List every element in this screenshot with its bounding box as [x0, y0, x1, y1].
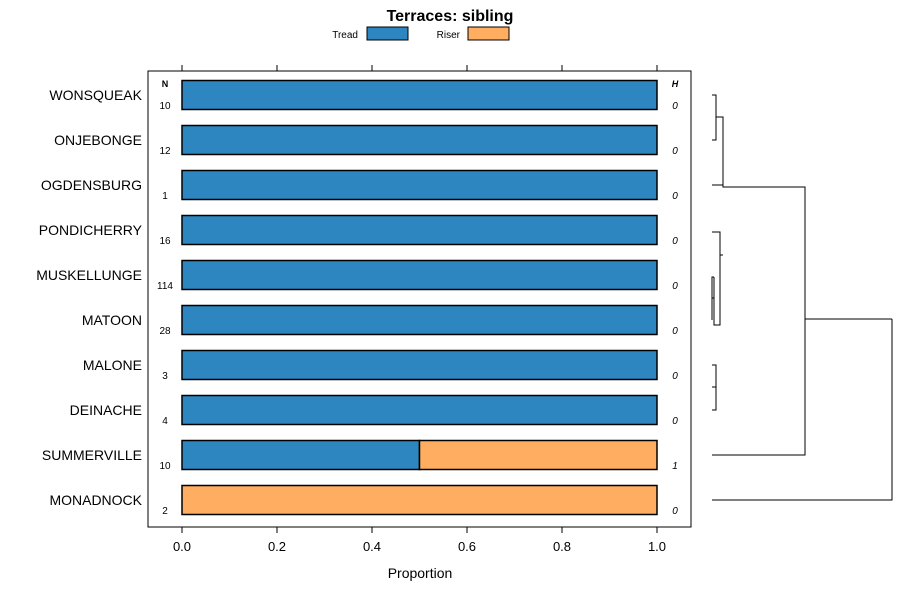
n-value: 28: [159, 326, 171, 337]
plot-frame: [147, 70, 692, 528]
legend: Tread Riser: [332, 26, 510, 41]
top-axis-ticks: [181, 65, 658, 71]
bar-segment-tread: [181, 124, 658, 156]
x-axis: 0.0 0.2 0.4 0.6 0.8 1.0: [173, 527, 666, 554]
x-tick-label: 0.2: [268, 539, 286, 554]
h-value: 0: [672, 146, 678, 157]
bars: [181, 79, 658, 516]
x-tick-label: 0.8: [553, 539, 571, 554]
n-value: 1: [162, 191, 168, 202]
h-value: 0: [672, 191, 678, 202]
bar-segment-tread: [181, 169, 658, 201]
bar-segment-tread: [181, 259, 658, 291]
bar-segment-tread: [181, 214, 658, 246]
category-label: PONDICHERRY: [39, 222, 143, 238]
category-label: WONSQUEAK: [49, 87, 142, 103]
category-label: MATOON: [82, 312, 142, 328]
h-value: 1: [672, 461, 678, 472]
h-value: 0: [672, 236, 678, 247]
dendrogram-branch: [712, 255, 721, 326]
bar-segment-tread: [181, 79, 658, 111]
n-value: 10: [159, 101, 171, 112]
n-column-header: N: [162, 79, 169, 89]
category-label: MONADNOCK: [49, 492, 142, 508]
legend-swatch-riser: [467, 26, 510, 41]
n-value: 12: [159, 146, 171, 157]
dendrogram-branch: [712, 319, 893, 501]
dendrogram-branch: [712, 117, 717, 141]
x-tick-label: 0.6: [458, 539, 476, 554]
category-label: MALONE: [83, 357, 142, 373]
x-tick-label: 1.0: [648, 539, 666, 554]
h-value: 0: [672, 326, 678, 337]
h-column-header: H: [672, 79, 679, 89]
legend-label-riser: Riser: [437, 30, 461, 41]
category-label: ONJEBONGE: [54, 132, 142, 148]
n-value: 114: [157, 281, 173, 292]
category-label: DEINACHE: [70, 402, 142, 418]
category-label: SUMMERVILLE: [42, 447, 142, 463]
dendrogram-branch: [712, 231, 723, 256]
h-value: 0: [672, 506, 678, 517]
category-label: OGDENSBURG: [41, 177, 142, 193]
legend-swatch-tread: [366, 26, 409, 41]
n-value: 4: [162, 416, 168, 427]
x-tick-label: 0.0: [173, 539, 191, 554]
x-tick-label: 0.4: [363, 539, 381, 554]
h-value: 0: [672, 281, 678, 292]
chart-title: Terraces: sibling: [387, 8, 514, 25]
h-value: 0: [672, 371, 678, 382]
n-value: 10: [159, 461, 171, 472]
h-value: 0: [672, 101, 678, 112]
dendrogram: [711, 94, 893, 501]
h-value: 0: [672, 416, 678, 427]
dendrogram-branch: [712, 319, 806, 456]
dendrogram-branch: [712, 364, 717, 411]
dendrogram-branch: [712, 94, 892, 320]
category-label: MUSKELLUNGE: [36, 267, 142, 283]
bar-segment-tread: [181, 304, 658, 336]
n-value: 2: [162, 506, 168, 517]
bar-segment-tread: [181, 349, 658, 381]
bar-segment-tread: [181, 439, 421, 471]
bar-segment-tread: [181, 394, 658, 426]
n-value: 16: [159, 236, 171, 247]
bar-segment-riser: [181, 484, 658, 516]
x-axis-label: Proportion: [388, 565, 453, 581]
n-value: 3: [162, 371, 168, 382]
dendrogram-branch: [711, 276, 715, 320]
legend-label-tread: Tread: [332, 30, 358, 41]
bar-segment-riser: [418, 439, 658, 471]
